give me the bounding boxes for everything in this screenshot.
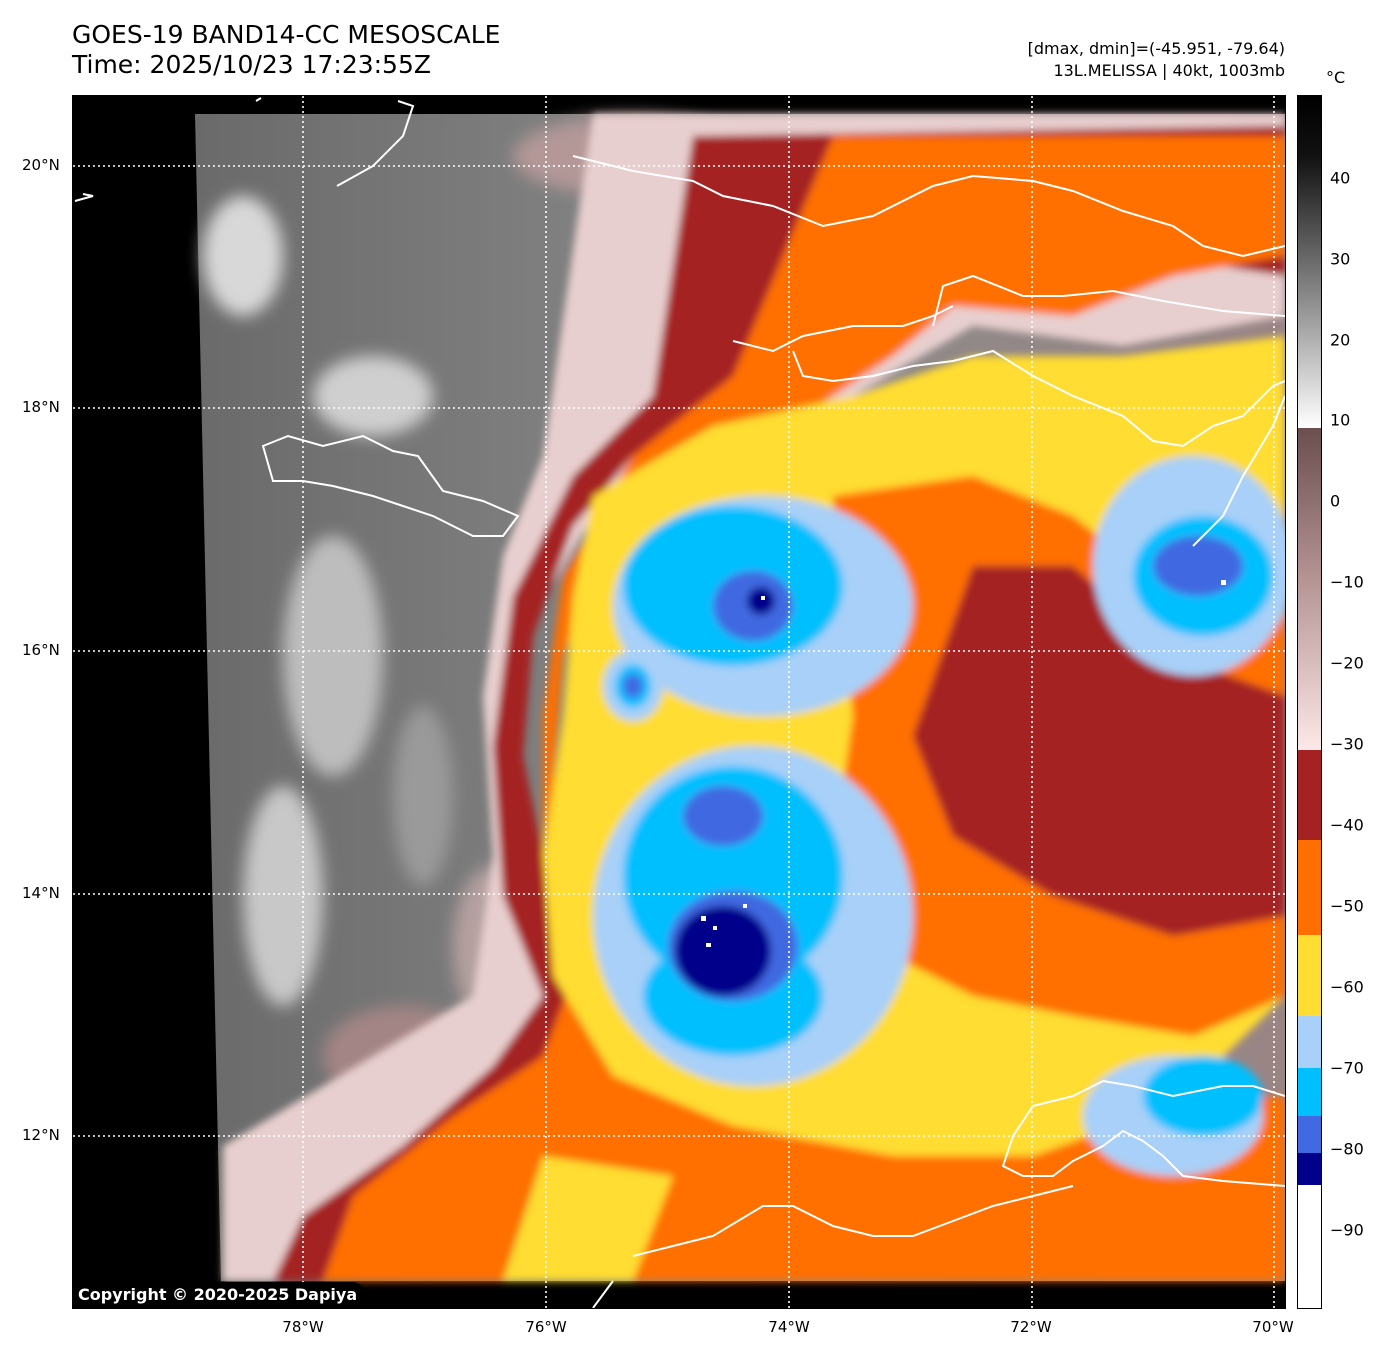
figure-metadata: [dmax, dmin]=(-45.951, -79.64) 13L.MELIS… (1028, 38, 1285, 82)
colorbar-tick-minus80: −80 (1330, 1139, 1364, 1159)
colorbar-tick-minus40: −40 (1330, 815, 1364, 835)
colorbar (1297, 95, 1322, 1309)
coldest-pixels (701, 580, 1226, 947)
lat-label-14n: 14°N (22, 884, 60, 902)
satellite-map (72, 95, 1286, 1309)
stats-text: [dmax, dmin]=(-45.951, -79.64) (1027, 39, 1285, 58)
colorbar-tick-40: 40 (1330, 168, 1351, 188)
colorbar-tick-minus10: −10 (1330, 572, 1364, 592)
figure-title: GOES-19 BAND14-CC MESOSCALE Time: 2025/1… (72, 20, 500, 80)
lon-label-74w: 74°W (768, 1318, 810, 1336)
lat-label-18n: 18°N (22, 398, 60, 416)
colorbar-tick-10: 10 (1330, 410, 1351, 430)
colorbar-tick-minus70: −70 (1330, 1058, 1364, 1078)
colorbar-tick-30: 30 (1330, 249, 1351, 269)
colorbar-tick-minus60: −60 (1330, 977, 1364, 997)
lat-label-16n: 16°N (22, 641, 60, 659)
lat-label-12n: 12°N (22, 1126, 60, 1144)
colorbar-tick-minus30: −30 (1330, 734, 1364, 754)
colorbar-unit: °C (1326, 68, 1346, 87)
lon-label-78w: 78°W (282, 1318, 324, 1336)
satellite-image (73, 96, 1285, 1308)
lon-label-70w: 70°W (1252, 1318, 1294, 1336)
colorbar-scale (1298, 96, 1321, 1308)
title-line-1: GOES-19 BAND14-CC MESOSCALE (72, 20, 501, 49)
colorbar-tick-minus20: −20 (1330, 653, 1364, 673)
colorbar-tick-0: 0 (1330, 491, 1341, 511)
storm-text: 13L.MELISSA | 40kt, 1003mb (1053, 61, 1285, 80)
lat-label-20n: 20°N (22, 156, 60, 174)
lon-label-72w: 72°W (1010, 1318, 1052, 1336)
copyright-notice: Copyright © 2020-2025 Dapiya (74, 1282, 366, 1308)
colorbar-tick-minus90: −90 (1330, 1220, 1364, 1240)
coastlines (74, 97, 1285, 1308)
lon-label-76w: 76°W (525, 1318, 567, 1336)
colorbar-tick-20: 20 (1330, 330, 1351, 350)
title-line-2: Time: 2025/10/23 17:23:55Z (72, 50, 431, 79)
graticule (73, 96, 1285, 1308)
colorbar-tick-minus50: −50 (1330, 896, 1364, 916)
